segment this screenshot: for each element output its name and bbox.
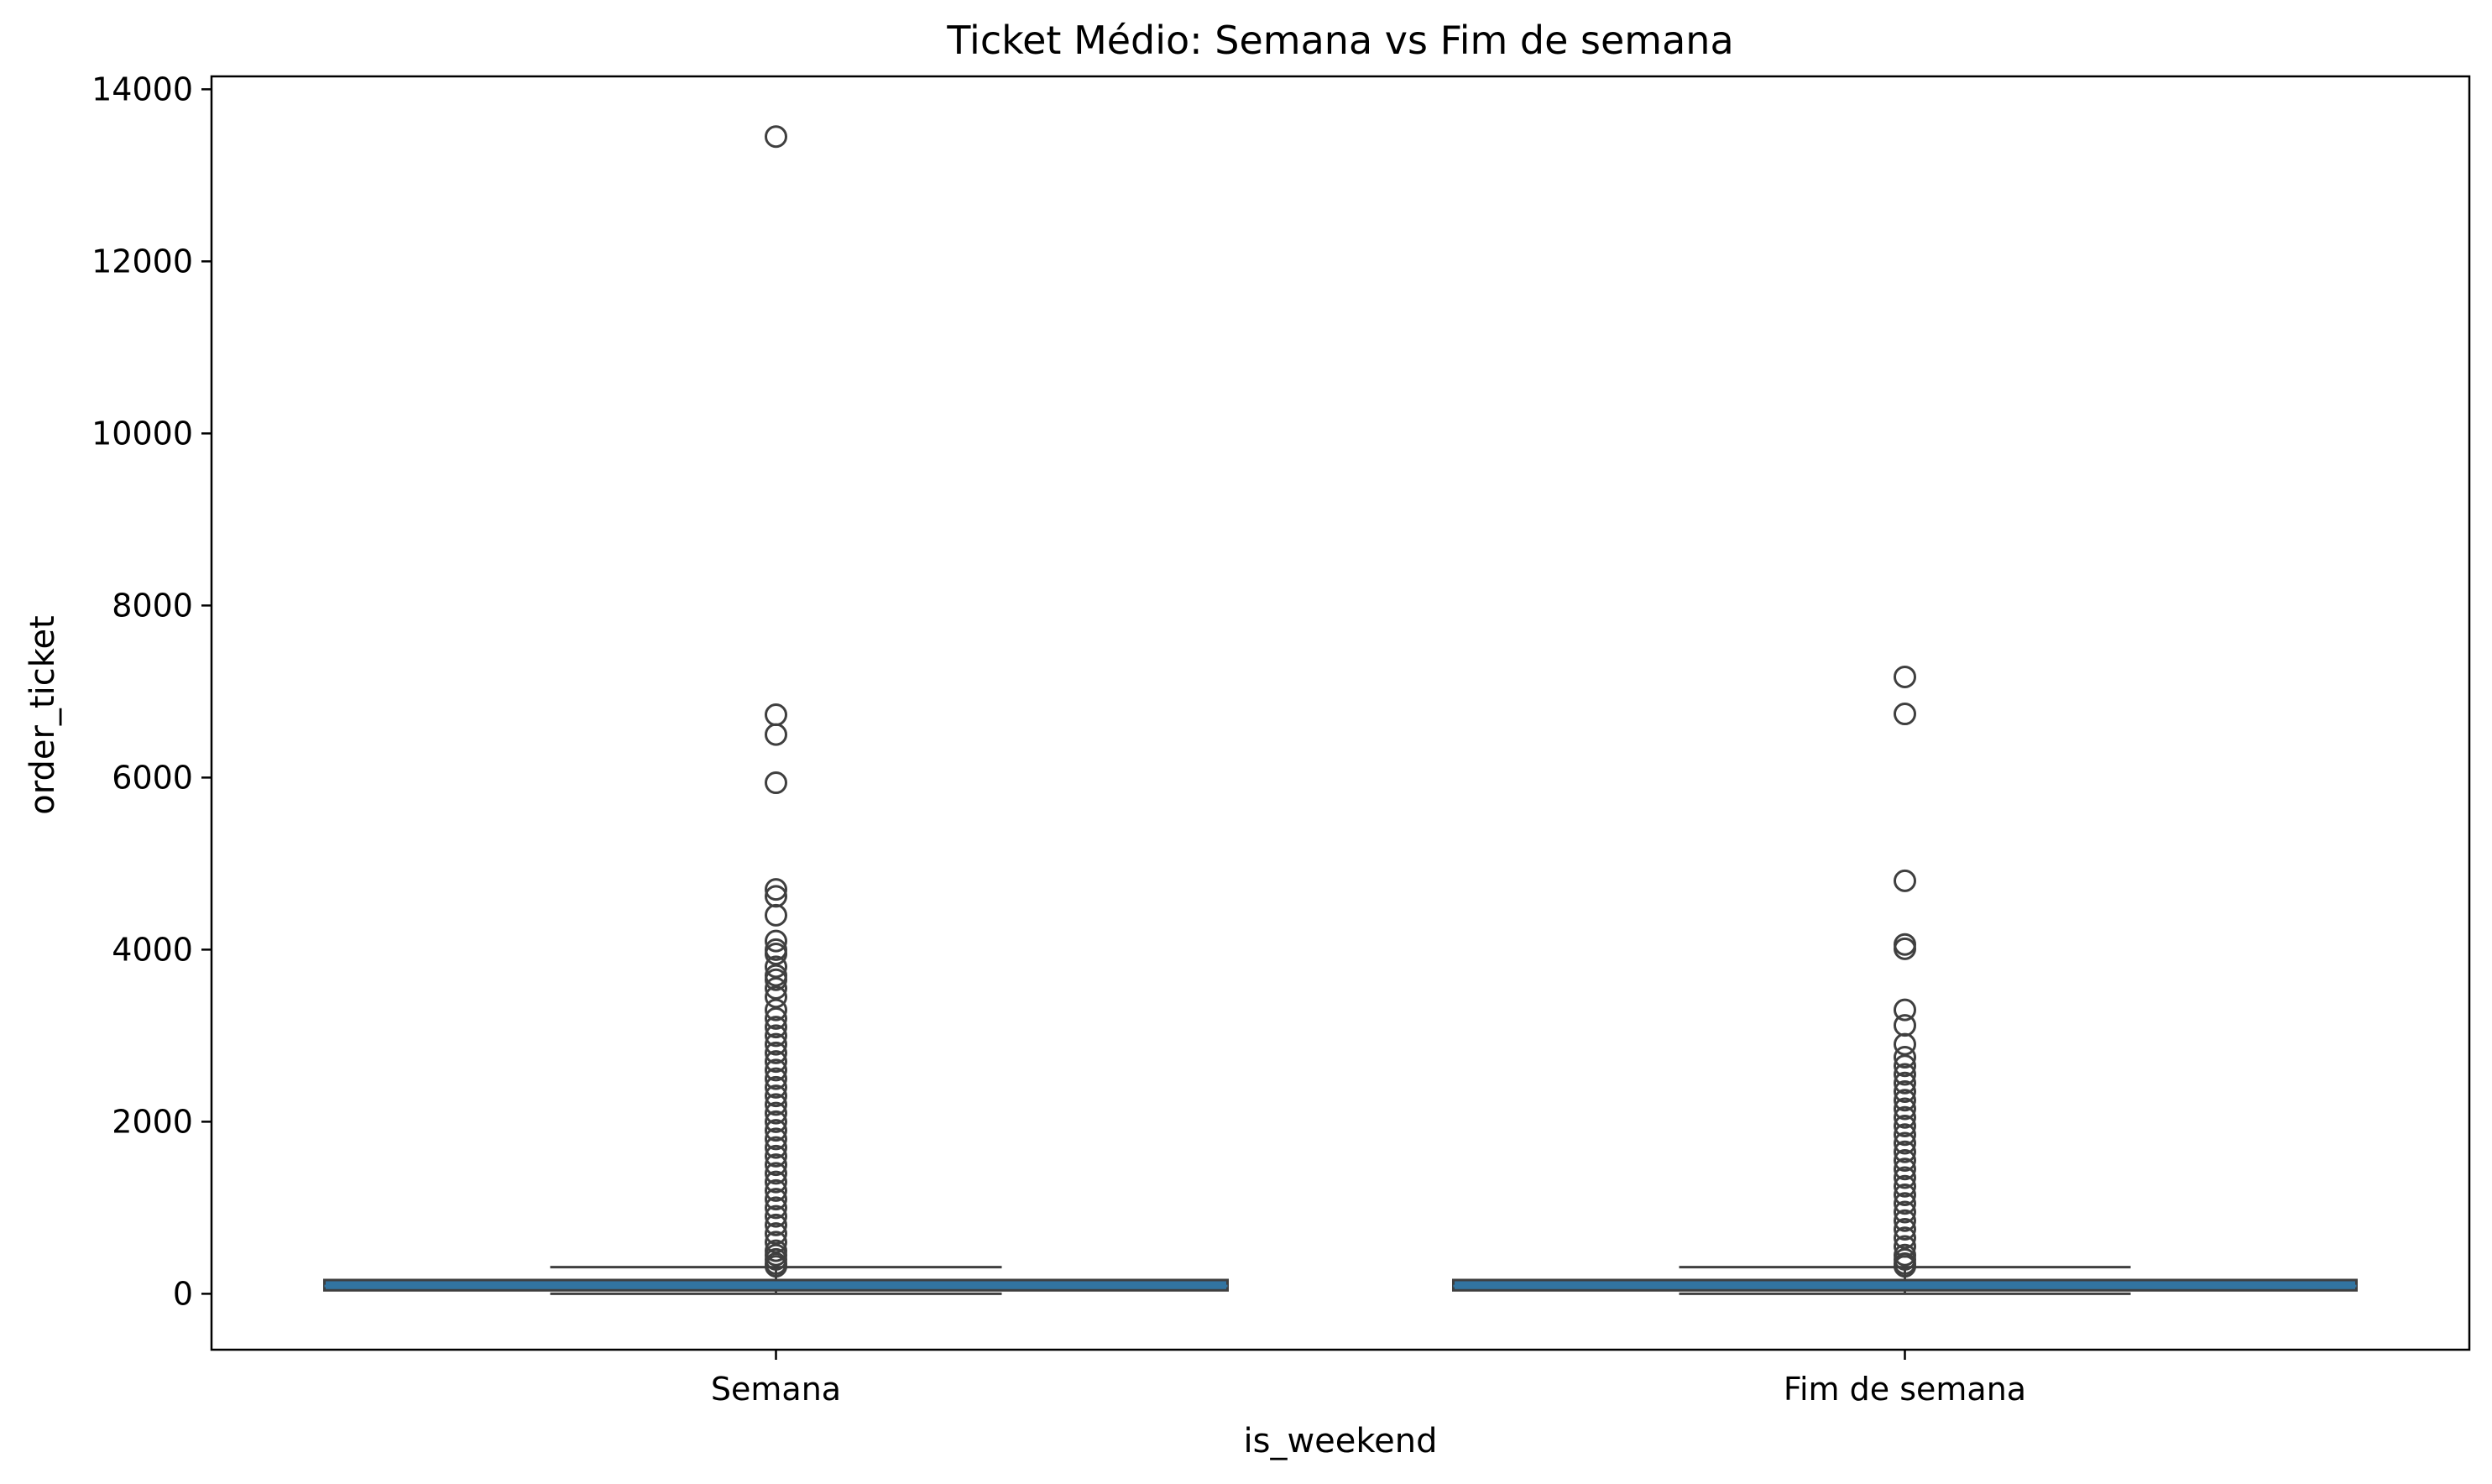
x-axis: Semana Fim de semana (711, 1350, 2026, 1408)
outlier-point (765, 1196, 787, 1220)
outlier-point (1894, 1166, 1916, 1189)
outlier-point (1894, 1105, 1916, 1129)
outlier-point (765, 1093, 787, 1116)
outlier-point (765, 1084, 787, 1108)
outlier-point (1894, 998, 1916, 1022)
outlier-point (765, 955, 787, 979)
outlier-point (765, 723, 787, 746)
outlier-point (765, 1101, 787, 1125)
outlier-point (1894, 1089, 1916, 1112)
chart-title: Ticket Médio: Semana vs Fim de semana (946, 18, 1733, 63)
outlier-point (765, 771, 787, 795)
outlier-point (1894, 703, 1916, 726)
y-tick-label: 2000 (112, 1103, 193, 1140)
x-tick-label: Semana (711, 1371, 841, 1408)
x-tick-label: Fim de semana (1784, 1371, 2026, 1408)
outlier-point (765, 1058, 787, 1082)
plot-frame (210, 75, 2471, 1351)
outlier-point (765, 1162, 787, 1185)
outlier-point (1894, 1063, 1916, 1086)
outlier-point (765, 998, 787, 1022)
outlier-point (1894, 1226, 1916, 1250)
outlier-point (765, 1050, 787, 1074)
outlier-point (765, 1119, 787, 1142)
outlier-point (1894, 1115, 1916, 1137)
y-tick-label: 8000 (112, 587, 193, 624)
plot-area (323, 125, 2358, 1295)
outlier-point (765, 1188, 787, 1211)
outlier-point (765, 903, 787, 927)
outlier-point (765, 1075, 787, 1099)
outlier-point (1894, 1131, 1916, 1155)
outlier-point (1894, 665, 1916, 688)
outlier-point (1894, 1032, 1916, 1056)
outlier-point (1894, 1123, 1916, 1147)
outlier-point (765, 1016, 787, 1039)
outlier-point (1894, 1192, 1916, 1215)
outlier-point (765, 1222, 787, 1246)
outlier-point (1894, 1209, 1916, 1232)
outlier-point (1894, 1140, 1916, 1163)
outlier-point (765, 1153, 787, 1177)
outlier-point (765, 1006, 787, 1030)
outlier-point (765, 1144, 787, 1168)
outlier-point (1894, 1218, 1916, 1241)
outlier-point (765, 1032, 787, 1056)
y-tick-label: 6000 (112, 759, 193, 796)
outlier-point (765, 985, 787, 1009)
x-axis-label: is_weekend (1244, 1422, 1438, 1460)
outlier-point (1894, 1097, 1916, 1121)
outlier-point (765, 878, 787, 901)
y-tick-label: 4000 (112, 931, 193, 968)
outlier-point (765, 1204, 787, 1228)
outlier-point (765, 1041, 787, 1064)
box-group (323, 125, 1229, 1295)
outlier-point (765, 1110, 787, 1133)
outlier-point (765, 1067, 787, 1090)
outlier-point (765, 1024, 787, 1048)
outlier-point (765, 1170, 787, 1194)
outlier-point (1894, 1174, 1916, 1198)
outlier-point (765, 1213, 787, 1236)
outlier-point (1894, 1054, 1916, 1078)
y-tick-label: 0 (173, 1275, 193, 1312)
outlier-point (765, 1231, 787, 1254)
outlier-point (765, 1127, 787, 1151)
outlier-point (765, 1255, 787, 1278)
outlier-point (765, 968, 787, 991)
outlier-point (1894, 1071, 1916, 1095)
box-group (1452, 665, 2358, 1295)
outlier-point (765, 977, 787, 1000)
y-tick-label: 10000 (91, 415, 193, 452)
outlier-point (1894, 1080, 1916, 1103)
outlier-point (765, 929, 787, 953)
outlier-point (1894, 1149, 1916, 1172)
outlier-point (1894, 1184, 1916, 1206)
outlier-point (765, 1136, 787, 1159)
outlier-point (765, 125, 787, 149)
y-axis: 0 2000 4000 6000 8000 10000 12000 14000 (91, 71, 212, 1312)
outlier-point (1894, 1255, 1916, 1278)
outlier-point (765, 943, 787, 965)
y-tick-label: 14000 (91, 71, 193, 107)
y-axis-label: order_ticket (24, 615, 62, 814)
outlier-point (765, 1178, 787, 1202)
outlier-point (1894, 1200, 1916, 1224)
outlier-point (1894, 1157, 1916, 1181)
outlier-point (1894, 937, 1916, 960)
y-tick-label: 12000 (91, 243, 193, 280)
outlier-point (1894, 1046, 1916, 1069)
outlier-point (1894, 869, 1916, 892)
